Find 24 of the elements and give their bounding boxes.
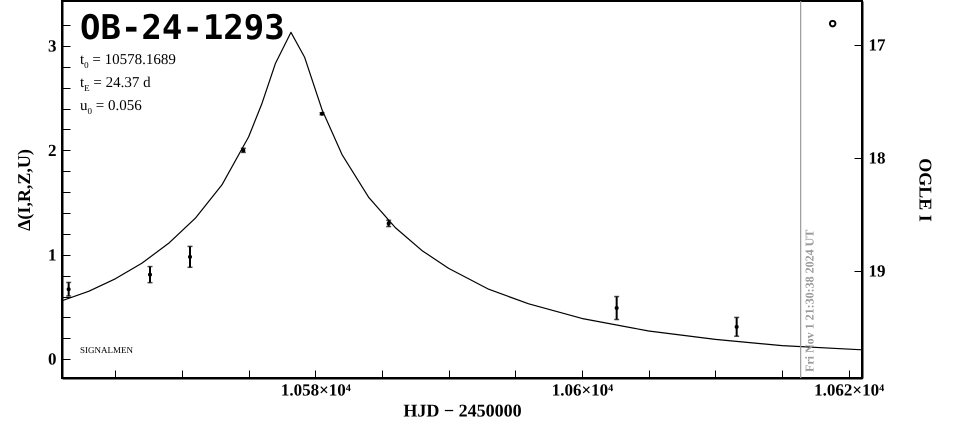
y2-tick-label: 18	[868, 148, 886, 168]
x-tick-label: 1.06×10⁴	[552, 380, 614, 400]
y2-axis-title: OGLE I	[916, 158, 936, 222]
annotation: u$_{0}$ = 0.056	[80, 98, 142, 116]
point	[188, 254, 192, 259]
annotation: Fri Nov 1 21:30:38 2024 UT	[802, 230, 817, 372]
annotation: t$_{E}$ = 24.37 d	[80, 75, 151, 93]
y-tick-label: 1	[48, 245, 56, 264]
y2-tick-label: 17	[868, 36, 886, 55]
x-tick-label: 1.062×10⁴	[814, 380, 884, 400]
x-tick-label: 1.058×10⁴	[280, 380, 351, 400]
y-tick-label: 2	[48, 140, 56, 160]
point	[614, 306, 619, 310]
annotation: SIGNALMEN	[80, 345, 133, 355]
chart-title: OB-24-1293	[80, 8, 285, 48]
point	[148, 272, 152, 277]
y2-tick-label: 19	[868, 261, 886, 280]
point	[66, 287, 71, 292]
annotation: t$_{0}$ = 10578.1689	[80, 52, 176, 70]
x-axis-title: HJD − 2450000	[403, 400, 522, 420]
y-axis-title: Δ(I,R,Z,U)	[14, 149, 34, 231]
point	[734, 324, 739, 329]
y-tick-label: 0	[48, 350, 56, 369]
y-tick-label: 3	[48, 36, 56, 56]
